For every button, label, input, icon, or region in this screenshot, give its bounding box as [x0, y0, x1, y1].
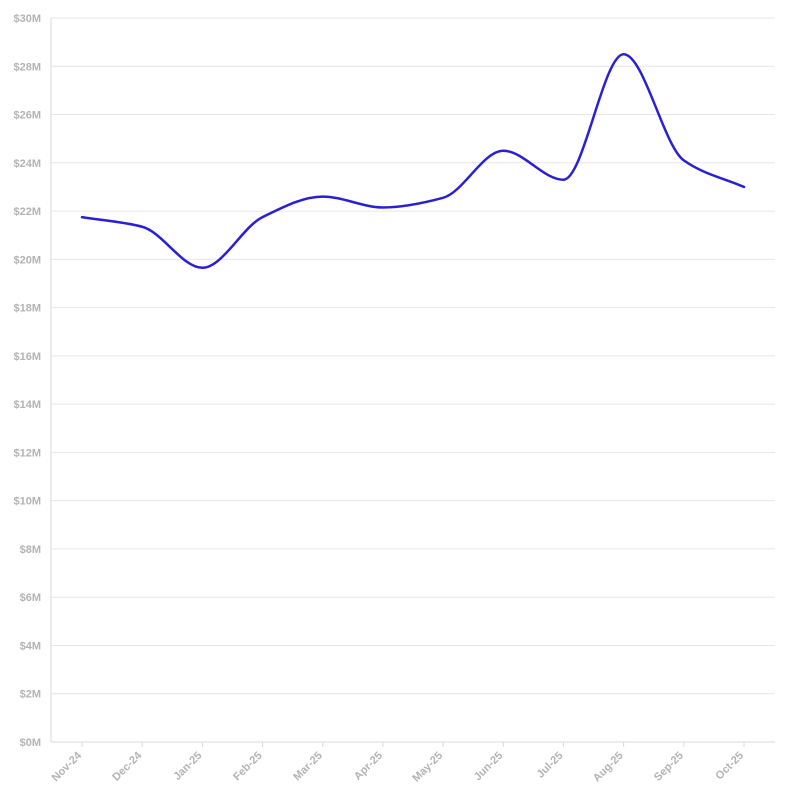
x-tick-label: Sep-25 [652, 750, 686, 784]
data-point[interactable] [317, 191, 329, 203]
y-tick-label: $0M [20, 737, 41, 749]
data-point[interactable] [738, 181, 750, 193]
y-tick-label: $18M [13, 303, 41, 315]
y-tick-label: $16M [13, 351, 41, 363]
y-tick-label: $8M [20, 544, 41, 556]
y-axis-tick-labels: $0M $2M $4M $6M $8M $10M $12M $14M $16M $18M $20M $… [13, 13, 41, 749]
data-point[interactable] [377, 201, 389, 213]
x-tick-label: Nov-24 [50, 749, 85, 784]
x-tick-label: May-25 [410, 750, 445, 785]
series-line [80, 52, 746, 270]
y-tick-label: $10M [13, 496, 41, 508]
x-tick-label: Jan-25 [171, 750, 204, 783]
data-point[interactable] [497, 145, 509, 157]
y-tick-label: $22M [13, 206, 41, 218]
y-tick-label: $30M [13, 13, 41, 25]
y-tick-label: $12M [13, 447, 41, 459]
y-tick-label: $26M [13, 110, 41, 122]
y-tick-label: $2M [20, 689, 41, 701]
data-point[interactable] [76, 211, 88, 223]
data-point[interactable] [257, 211, 269, 223]
data-point[interactable] [678, 154, 690, 166]
x-axis-ticks [81, 742, 745, 747]
x-tick-label: Feb-25 [231, 750, 265, 784]
data-point[interactable] [136, 221, 148, 233]
x-tick-label: Apr-25 [352, 750, 385, 783]
y-tick-label: $28M [13, 61, 41, 73]
data-point[interactable] [437, 192, 449, 204]
series-group [76, 48, 750, 274]
y-tick-label: $14M [13, 399, 41, 411]
x-axis-tick-labels: Nov-24 Dec-24 Jan-25 Feb-25 Mar-25 Apr-25 May-… [50, 749, 746, 784]
y-tick-label: $6M [20, 592, 41, 604]
x-tick-label: Jun-25 [472, 750, 506, 784]
y-tick-label: $4M [20, 640, 41, 652]
y-tick-label: $24M [13, 158, 41, 170]
x-tick-label: Oct-25 [713, 750, 746, 783]
x-tick-label: Mar-25 [291, 750, 325, 784]
x-tick-label: Dec-24 [110, 749, 145, 784]
y-gridlines [51, 17, 775, 695]
y-tick-label: $20M [13, 254, 41, 266]
data-point[interactable] [618, 48, 630, 60]
x-tick-label: Aug-25 [591, 750, 626, 785]
data-point[interactable] [557, 174, 569, 186]
x-tick-label: Jul-25 [535, 750, 566, 781]
data-point[interactable] [196, 262, 208, 274]
